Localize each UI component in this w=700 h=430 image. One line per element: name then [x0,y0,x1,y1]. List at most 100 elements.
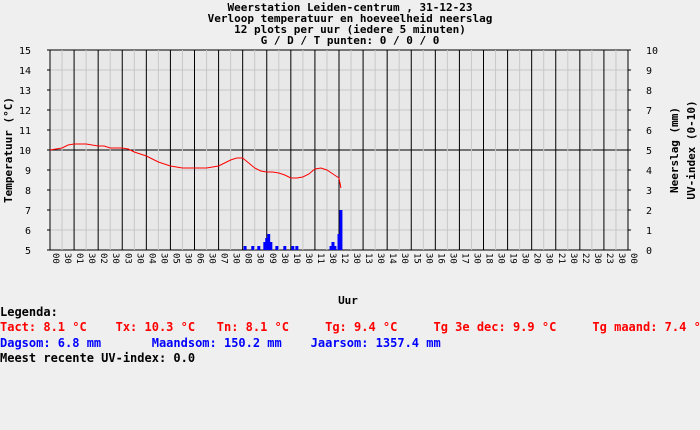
rain-bar-4 [265,238,269,250]
y-right-tick-label: 5 [646,146,652,157]
x-tick-label: 30 [110,253,120,264]
y-right-tick-label: 9 [646,66,652,77]
x-tick-label: 05 [170,253,180,264]
legend-temperature-stats: Tact: 8.1 °C Tx: 10.3 °C Tn: 8.1 °C Tg: … [0,320,700,334]
x-tick-label: 22 [580,253,590,264]
y-left-tick-label: 11 [19,126,31,137]
rain-bar-2 [257,246,261,250]
rain-bar-11 [329,246,333,250]
x-tick-label: 19 [508,253,518,264]
rain-bar-10 [295,246,299,250]
x-tick-label: 30 [327,253,337,264]
y-right-tick-label: 4 [646,166,652,177]
y-right-tick-label: 1 [646,226,652,237]
legend-uv-index: Meest recente UV-index: 0.0 [0,351,196,365]
x-tick-label: 30 [255,253,265,264]
y-right-tick-label: 6 [646,126,652,137]
x-tick-label: 07 [219,253,229,264]
x-tick-label: 30 [158,253,168,264]
x-tick-label: 23 [604,253,614,264]
x-tick-label: 30 [471,253,481,264]
rain-bar-12 [331,242,335,250]
x-tick-label: 06 [195,253,205,264]
x-tick-label: 18 [484,253,494,264]
x-axis-label: Uur [338,294,358,307]
y-left-tick-label: 8 [25,186,31,197]
y-right-tick-label: 7 [646,106,652,117]
x-tick-label: 15 [411,253,421,264]
x-tick-label: 30 [568,253,578,264]
temperature-line [49,143,342,189]
y-left-tick-label: 12 [19,106,31,117]
rain-bar-7 [275,246,279,250]
x-tick-label: 30 [86,253,96,264]
y-right-tick-label: 0 [646,246,652,257]
legend-rain-stats: Dagsom: 6.8 mm Maandsom: 150.2 mm Jaarso… [0,336,441,350]
y-left-axis-label: Temperatuur (°C) [2,97,15,203]
x-tick-label: 08 [243,253,253,264]
y-left-tick-label: 7 [25,206,31,217]
legend-title: Legenda: [0,305,58,319]
chart-title-4: G / D / T punten: 0 / 0 / 0 [261,34,440,47]
x-tick-label: 12 [339,253,349,264]
y-right-tick-label: 10 [646,46,658,57]
x-tick-label: 02 [98,253,108,264]
y-right-tick-label: 3 [646,186,652,197]
x-tick-label: 30 [423,253,433,264]
x-tick-label: 00 [628,253,638,264]
x-tick-label: 20 [532,253,542,264]
x-tick-label: 14 [387,253,397,264]
x-tick-label: 30 [375,253,385,264]
chart-title-2: Verloop temperatuur en hoeveelheid neers… [208,12,493,25]
y-right-axis-label-uv: UV-index (0-10) [685,100,698,199]
rain-bar-8 [283,246,287,250]
x-tick-label: 17 [459,253,469,264]
rain-bar-9 [291,246,295,250]
rain-bar-0 [243,246,247,250]
x-tick-label: 30 [279,253,289,264]
x-tick-label: 00 [50,253,60,264]
x-tick-label: 03 [122,253,132,264]
y-right-tick-label: 2 [646,206,652,217]
x-tick-label: 11 [315,253,325,264]
x-tick-label: 30 [182,253,192,264]
y-left-tick-label: 9 [25,166,31,177]
x-tick-label: 30 [303,253,313,264]
y-left-tick-label: 10 [19,146,31,157]
x-tick-label: 30 [592,253,602,264]
chart-title-3: 12 plots per uur (iedere 5 minuten) [234,23,466,36]
x-tick-label: 13 [363,253,373,264]
x-tick-label: 30 [351,253,361,264]
rain-bar-15 [339,210,343,250]
x-tick-label: 30 [544,253,554,264]
x-tick-label: 30 [399,253,409,264]
y-left-tick-label: 13 [19,86,31,97]
x-tick-label: 21 [556,253,566,264]
x-tick-label: 30 [134,253,144,264]
y-right-axis-label-rain: Neerslag (mm) [668,107,681,193]
rain-bar-1 [251,246,255,250]
y-right-tick-label: 8 [646,86,652,97]
rain-bar-13 [333,246,337,250]
y-left-tick-label: 14 [19,66,31,77]
x-tick-label: 30 [62,253,72,264]
x-tick-label: 16 [435,253,445,264]
x-tick-label: 30 [520,253,530,264]
y-left-tick-label: 6 [25,226,31,237]
y-left-tick-label: 5 [25,246,31,257]
x-tick-label: 30 [231,253,241,264]
x-tick-label: 30 [207,253,217,264]
temperature-rain-chart: Weerstation Leiden-centrum , 31-12-23Ver… [2,1,698,307]
chart-title-1: Weerstation Leiden-centrum , 31-12-23 [227,1,472,14]
rain-bar-14 [337,234,341,250]
x-tick-label: 30 [616,253,626,264]
x-tick-label: 30 [496,253,506,264]
x-tick-label: 30 [447,253,457,264]
x-tick-label: 04 [146,253,156,264]
x-tick-label: 01 [74,253,84,264]
rain-bar-3 [263,242,267,250]
y-left-tick-label: 15 [19,46,31,57]
x-tick-label: 09 [267,253,277,264]
rain-bar-6 [269,242,273,250]
rain-bar-5 [267,234,271,250]
